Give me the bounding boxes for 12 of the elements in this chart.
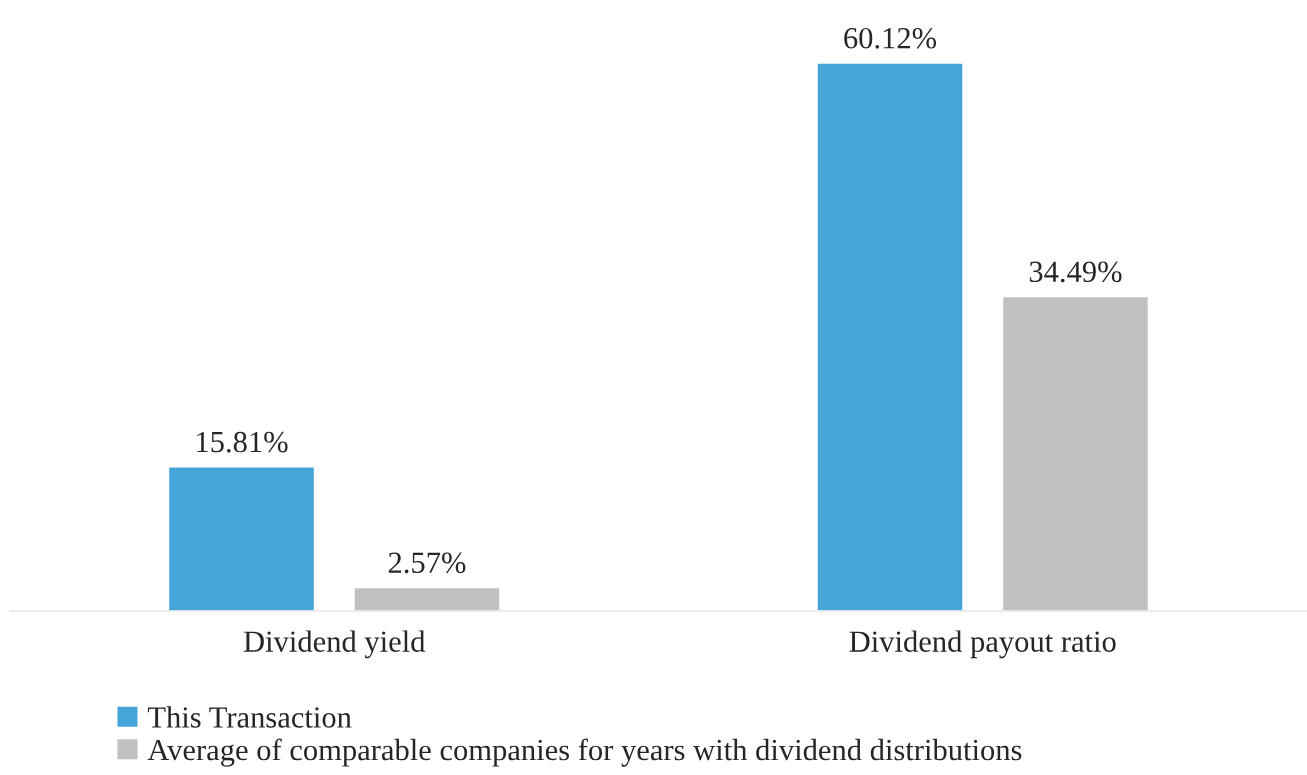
bar: [816, 62, 964, 611]
legend-label: This Transaction: [147, 706, 352, 728]
x-tick-label: Dividend yield: [243, 630, 426, 659]
bar: [353, 586, 501, 611]
legend-label: Average of comparable companies for years with dividend distributions: [147, 738, 1022, 767]
data-label: 60.12%: [844, 27, 937, 49]
data-label: 2.57%: [388, 552, 466, 574]
data-label: 15.81%: [197, 431, 288, 453]
data-label: 34.49%: [1029, 261, 1122, 283]
x-tick-label: Dividend payout ratio: [849, 630, 1116, 659]
bar: [1001, 295, 1150, 611]
bar: [167, 466, 316, 611]
